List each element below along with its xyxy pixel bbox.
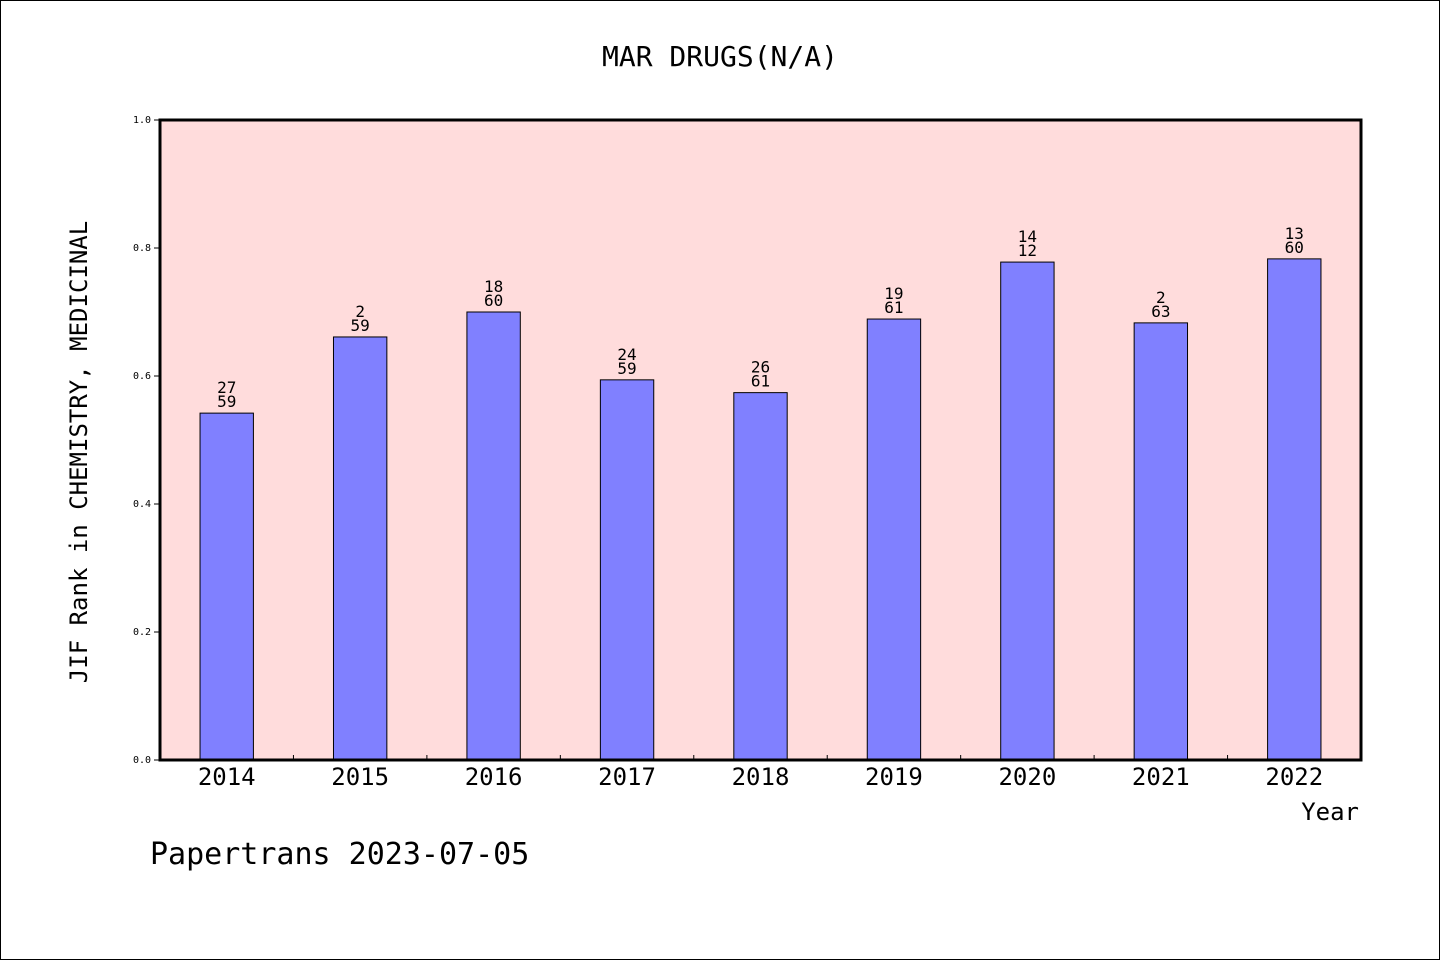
- bar-2017: [599, 379, 655, 761]
- bar-2014: [199, 412, 254, 761]
- x-tick-label-2021: 2021: [1132, 763, 1190, 791]
- bar-label-2018-total: 61: [751, 372, 770, 391]
- bar-label-2019-total: 61: [884, 298, 903, 317]
- y-axis-ticks: 0.0 0.2 0.4 0.6 0.8 1.0: [133, 115, 160, 766]
- y-tick-label-0.8: 0.8: [133, 243, 151, 254]
- bar-2021: [1133, 322, 1189, 761]
- footer-credit: Papertrans 2023-07-05: [150, 837, 529, 872]
- x-tick-label-2015: 2015: [331, 763, 389, 791]
- x-tick-label-2017: 2017: [598, 763, 656, 791]
- x-tick-label-2016: 2016: [465, 763, 523, 791]
- x-tick-label-2022: 2022: [1265, 763, 1323, 791]
- y-tick-label-0.6: 0.6: [133, 371, 151, 382]
- bar-label-2015-rank: 2: [355, 302, 365, 321]
- bar-label-2014-total: 59: [217, 392, 236, 411]
- bar-2015: [332, 336, 388, 761]
- y-axis-label: JIF Rank in CHEMISTRY, MEDICINAL: [65, 221, 93, 683]
- bar-label-2017-total: 59: [617, 359, 636, 378]
- bar-2016: [466, 311, 521, 761]
- bar-label-2018-rank: 26: [751, 358, 770, 377]
- bars-group: [199, 258, 1322, 761]
- plot-border: [158, 118, 1363, 762]
- bar-label-2014-rank: 27: [217, 378, 236, 397]
- bar-label-2021-total: 63: [1151, 302, 1170, 321]
- bar-2020: [1000, 261, 1055, 761]
- bar-2022: [1267, 258, 1322, 761]
- x-axis-ticks: 2014 2015 2016 2017 2018 2019 2020 2021 2022: [198, 755, 1323, 791]
- x-tick-label-2018: 2018: [732, 763, 790, 791]
- x-axis-label: Year: [1301, 798, 1359, 826]
- bar-label-2020-total: 12: [1018, 241, 1037, 260]
- y-tick-label-0.4: 0.4: [133, 499, 151, 510]
- x-tick-label-2014: 2014: [198, 763, 256, 791]
- chart-title: MAR DRUGS(N/A): [602, 40, 838, 73]
- bar-2019: [866, 318, 922, 761]
- x-tick-label-2019: 2019: [865, 763, 923, 791]
- y-tick-label-0.2: 0.2: [133, 627, 151, 638]
- bar-label-2020-rank: 14: [1018, 227, 1037, 246]
- bar-label-2016-rank: 18: [484, 277, 503, 296]
- bar-label-2017-rank: 24: [617, 345, 636, 364]
- bar-label-2015-total: 59: [351, 316, 370, 335]
- bar-2018: [733, 392, 788, 761]
- x-tick-label-2020: 2020: [998, 763, 1056, 791]
- bar-label-2022-total: 60: [1285, 238, 1304, 257]
- y-tick-label-0.0: 0.0: [133, 755, 151, 766]
- bar-label-2022-rank: 13: [1285, 224, 1304, 243]
- bar-label-2019-rank: 19: [884, 284, 903, 303]
- bar-label-2016-total: 60: [484, 291, 503, 310]
- y-tick-label-1.0: 1.0: [133, 115, 151, 126]
- bar-label-2021-rank: 2: [1156, 288, 1166, 307]
